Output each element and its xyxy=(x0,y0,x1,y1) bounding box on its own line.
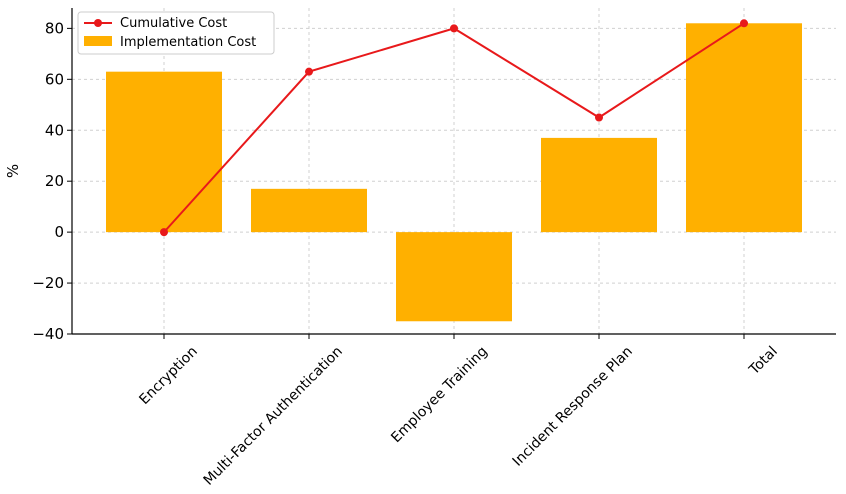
bar-series xyxy=(106,23,802,322)
x-tick-labels: Encryption Multi-Factor Authentication Emp… xyxy=(136,334,781,489)
line-point xyxy=(305,67,313,76)
y-tick-label: 20 xyxy=(45,172,64,190)
legend-label-implementation: Implementation Cost xyxy=(120,35,256,50)
x-tick-label: Incident Response Plan xyxy=(510,344,636,470)
y-axis-label: % xyxy=(4,164,22,178)
line-point xyxy=(595,113,603,122)
line-point xyxy=(450,24,458,33)
legend-bar-swatch xyxy=(84,36,112,46)
y-tick-labels: 80 60 40 20 0 −20 −40 xyxy=(32,19,72,343)
line-point xyxy=(740,19,748,28)
y-tick-label: 0 xyxy=(54,223,64,241)
bar xyxy=(106,71,222,233)
y-tick-label: −40 xyxy=(32,325,64,343)
x-tick-label: Encryption xyxy=(136,344,200,408)
y-tick-label: 80 xyxy=(45,19,64,37)
y-tick-label: −20 xyxy=(32,274,64,292)
y-tick-label: 40 xyxy=(45,121,64,139)
legend-line-marker xyxy=(94,19,102,27)
bar xyxy=(686,23,802,233)
x-tick-label: Total xyxy=(746,344,781,379)
line-point xyxy=(160,228,168,237)
y-tick-label: 60 xyxy=(45,70,64,88)
legend: Cumulative Cost Implementation Cost xyxy=(77,11,275,55)
bar xyxy=(541,137,657,233)
bar xyxy=(251,188,367,233)
legend-box xyxy=(77,11,275,55)
bar xyxy=(396,232,512,322)
x-tick-label: Employee Training xyxy=(388,344,491,447)
legend-label-cumulative: Cumulative Cost xyxy=(120,16,227,31)
x-tick-label: Multi-Factor Authentication xyxy=(201,344,346,489)
line-series xyxy=(160,19,748,237)
